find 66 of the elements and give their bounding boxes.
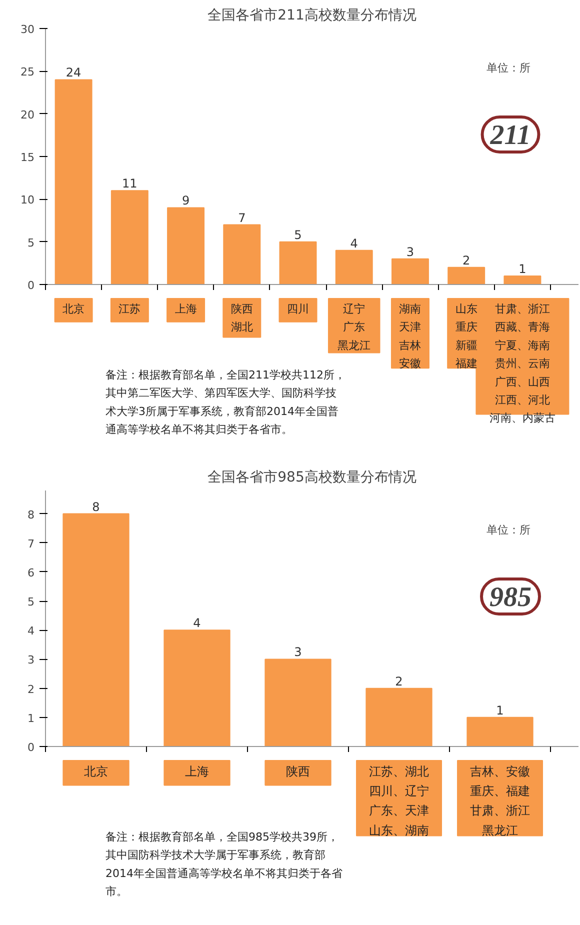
x-tick-label: 辽宁广东黑龙江 xyxy=(338,302,371,352)
bar xyxy=(279,241,317,284)
bar xyxy=(335,250,373,284)
bar xyxy=(391,258,429,284)
y-tick-label: 6 xyxy=(28,566,34,580)
y-tick-label: 1 xyxy=(28,712,34,725)
chart-title: 全国各省市985高校数量分布情况 xyxy=(208,470,416,486)
data-label: 3 xyxy=(406,244,414,259)
text: 备注：根据教育部名单，全国985学校共39所，其中国防科学技术大学属于军事系统，教育部2014年全国普通高等学校名单不将其归类于各省市。 xyxy=(106,830,342,898)
bar xyxy=(110,190,148,284)
bar xyxy=(448,266,486,284)
data-label: 24 xyxy=(66,66,82,80)
data-label: 4 xyxy=(350,236,358,250)
y-tick-label: 0 xyxy=(28,279,34,292)
y-tick-label: 8 xyxy=(28,508,34,522)
y-tick-label: 0 xyxy=(28,741,34,754)
data-label: 11 xyxy=(122,176,138,191)
y-tick-label: 20 xyxy=(20,108,35,122)
y-tick-label: 7 xyxy=(28,537,34,550)
bar xyxy=(167,207,205,284)
annotation: 单位：所 xyxy=(486,62,530,74)
data-label: 5 xyxy=(294,228,302,242)
x-tick-label: 湖南天津吉林安徽 xyxy=(399,302,422,370)
bar xyxy=(504,275,542,284)
text: 备注：根据教育部名单，全国211学校共112所，其中第二军医大学、第四军医大学、国防科学技术大学3所属于军事系统，教育部2014年全国普通高等学校名单不将其归类于各省市。 xyxy=(106,368,346,436)
x-tick-label: 江苏 xyxy=(118,302,141,316)
data-label: 4 xyxy=(193,616,201,630)
data-label: 1 xyxy=(518,262,526,276)
annotation: 211 xyxy=(489,120,531,151)
bar xyxy=(54,79,92,284)
x-tick-label: 山东重庆新疆福建 xyxy=(455,302,478,370)
bar xyxy=(366,688,432,746)
x-tick-label: 上海 xyxy=(185,764,209,778)
x-tick-label: 上海 xyxy=(174,302,197,316)
data-label: 2 xyxy=(395,674,403,688)
x-tick-label: 北京 xyxy=(84,764,108,778)
annotation: 单位：所 xyxy=(486,524,530,536)
chart-title: 全国各省市211高校数量分布情况 xyxy=(208,8,416,24)
y-tick-label: 30 xyxy=(20,23,35,36)
bar xyxy=(264,658,332,746)
data-label: 1 xyxy=(496,703,504,718)
y-tick-label: 5 xyxy=(28,596,34,609)
data-label: 7 xyxy=(238,210,246,225)
y-tick-label: 15 xyxy=(20,151,35,164)
x-tick-label: 四川 xyxy=(287,302,309,316)
x-tick-label: 陕西湖北 xyxy=(230,302,253,334)
data-label: 3 xyxy=(294,645,302,660)
x-tick-label: 江苏、湖北四川、辽宁广东、天津山东、湖南 xyxy=(369,764,429,838)
bar xyxy=(466,716,534,746)
y-tick-label: 25 xyxy=(20,66,35,79)
x-tick-label: 北京 xyxy=(62,302,85,316)
bar xyxy=(164,630,230,746)
y-tick-label: 5 xyxy=(28,236,34,250)
y-tick-label: 4 xyxy=(28,624,34,638)
y-tick-label: 10 xyxy=(20,194,35,207)
y-tick-label: 3 xyxy=(28,654,34,667)
x-tick-label: 吉林、安徽重庆、福建甘肃、浙江黑龙江 xyxy=(470,764,530,838)
data-label: 2 xyxy=(462,253,470,268)
bar xyxy=(62,513,130,746)
data-label: 8 xyxy=(92,500,100,514)
y-tick-label: 2 xyxy=(28,682,34,696)
x-tick-label: 陕西 xyxy=(286,764,310,778)
annotation: 985 xyxy=(490,582,532,613)
data-label: 9 xyxy=(182,194,190,208)
x-tick-label: 甘肃、浙江西藏、青海宁夏、海南贵州、云南广西、山西江西、河北河南、内蒙古 xyxy=(489,302,556,425)
bar xyxy=(223,224,261,284)
